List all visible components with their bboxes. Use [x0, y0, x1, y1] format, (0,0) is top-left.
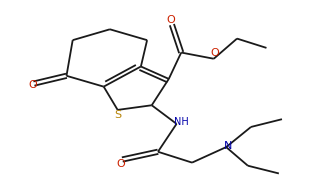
Text: O: O — [210, 48, 219, 58]
Text: O: O — [28, 80, 37, 90]
Text: O: O — [116, 159, 125, 169]
Text: O: O — [166, 15, 175, 25]
Text: NH: NH — [174, 117, 189, 127]
Text: S: S — [115, 111, 122, 121]
Text: N: N — [224, 141, 232, 151]
